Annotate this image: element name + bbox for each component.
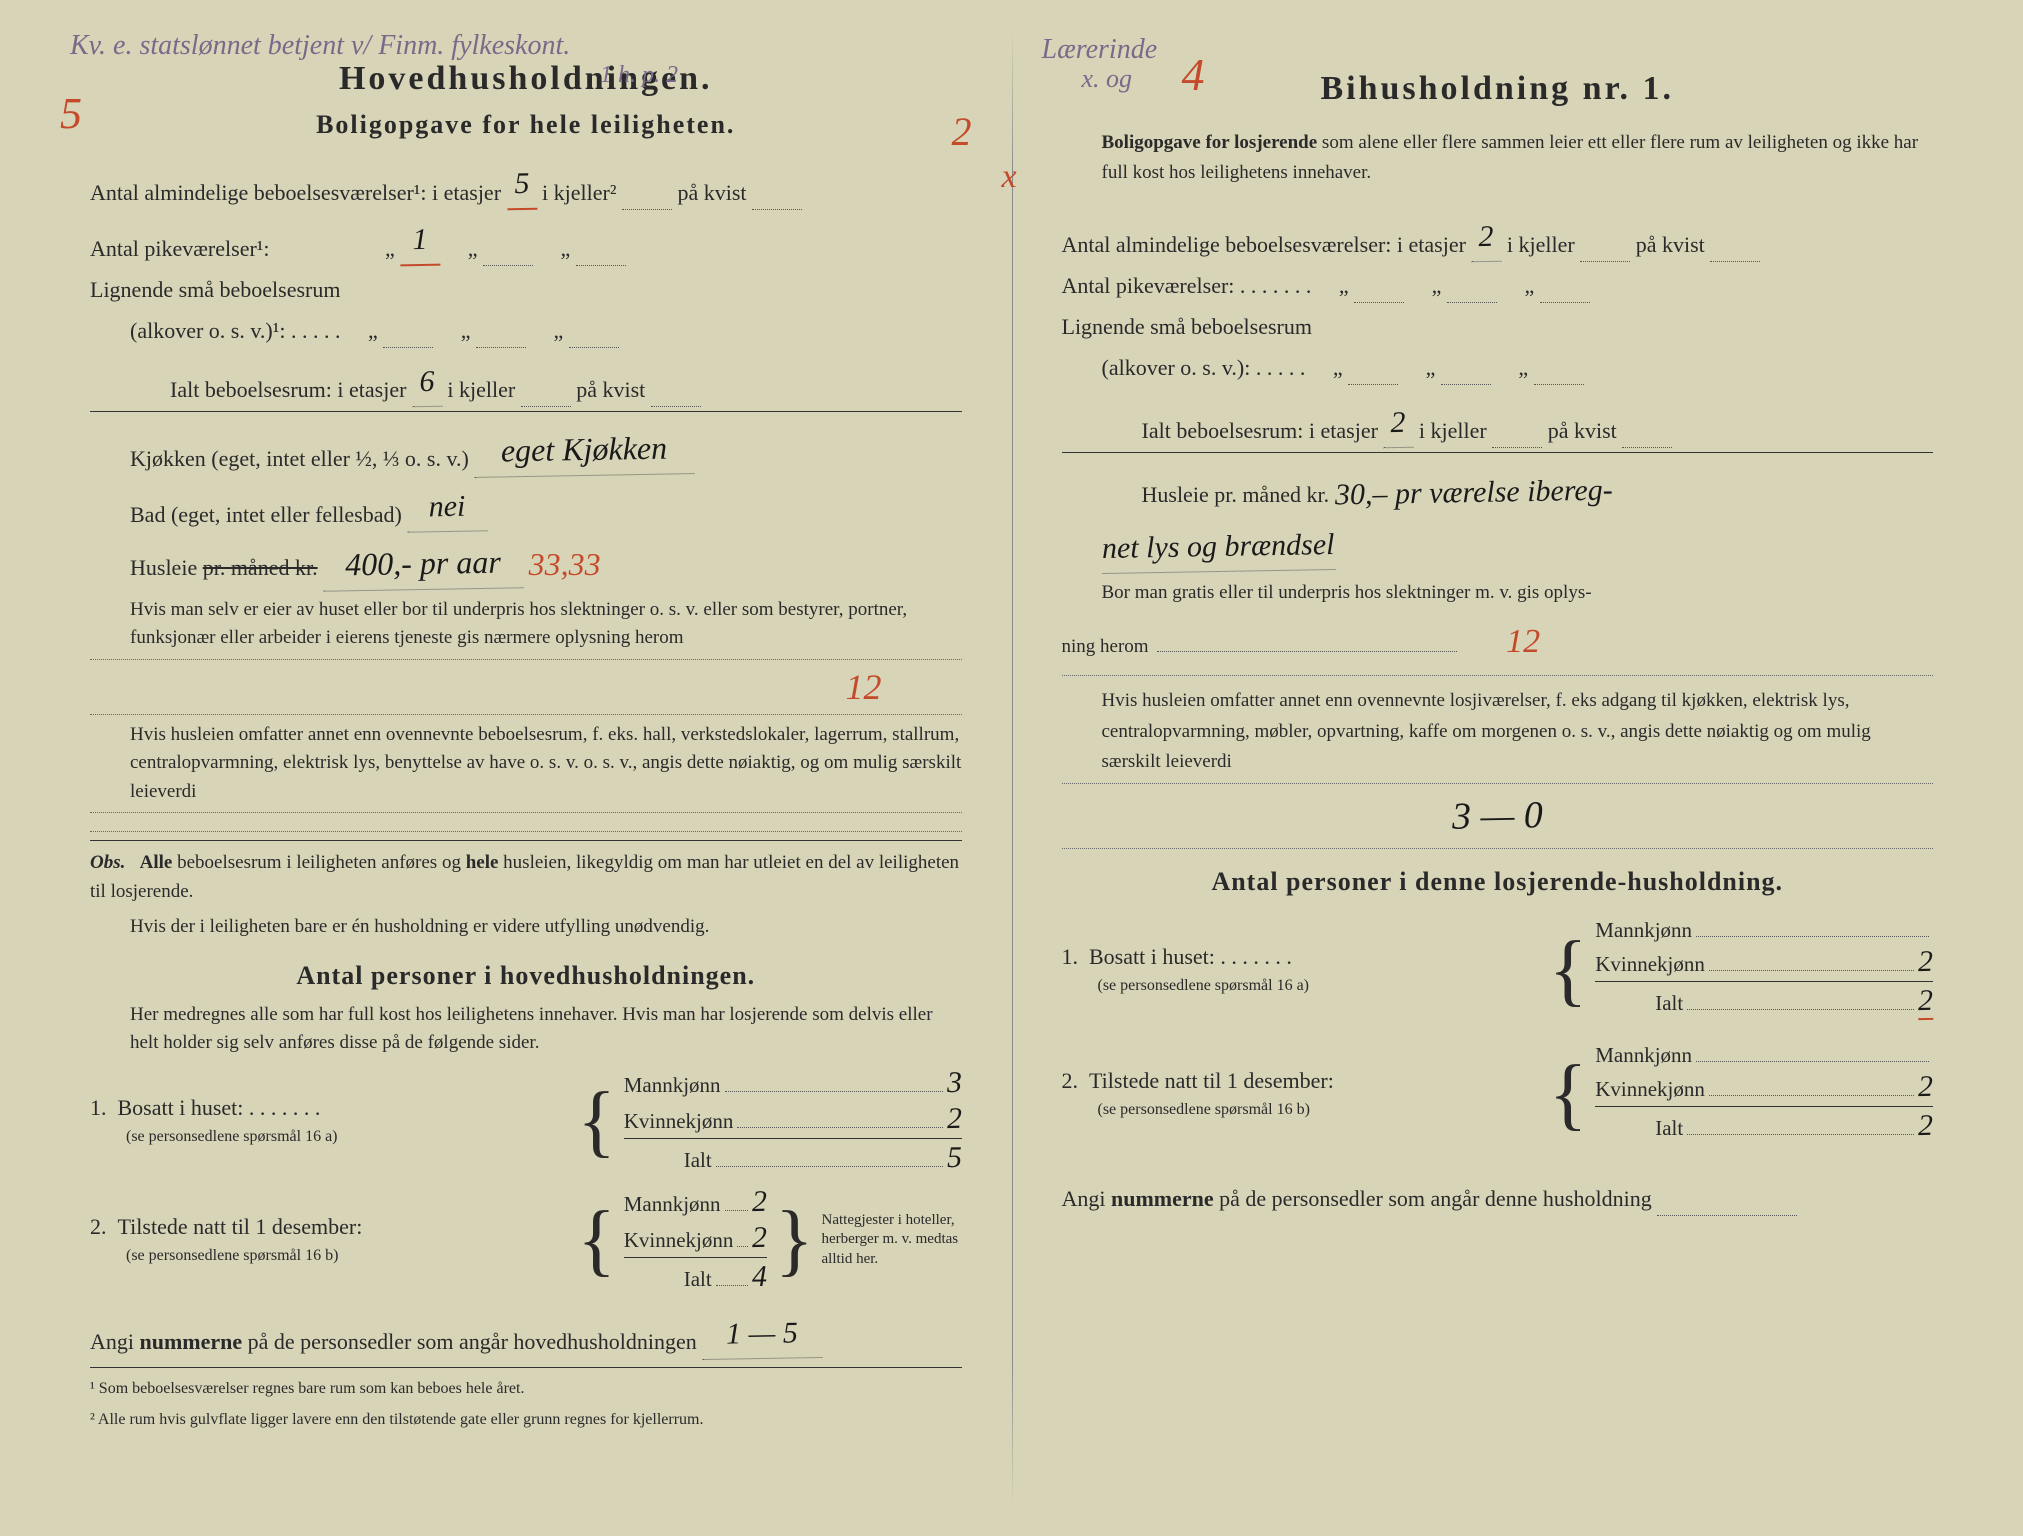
red-annotation-4: 4 — [1182, 48, 1205, 101]
line-small-rooms-a: Lignende små beboelsesrum — [90, 272, 962, 307]
red-12: 12 — [846, 666, 882, 708]
bottom-line-r: Angi nummerne på de personsedler som ang… — [1062, 1181, 1934, 1216]
para-rent-includes-r: Hvis husleien omfatter annet enn ovennev… — [1062, 686, 1934, 777]
line-rooms-floors: Antal almindelige beboelsesværelser¹: i … — [90, 160, 962, 210]
line-kitchen: Kjøkken (eget, intet eller ½, ⅓ o. s. v.… — [90, 424, 962, 476]
q1-group: 1. Bosatt i huset: . . . . . . . (se per… — [90, 1066, 962, 1177]
intro-r: Boligopgave for losjerende som alene ell… — [1062, 128, 1934, 189]
obs-block-2: Hvis der i leiligheten bare er én hushol… — [90, 912, 962, 942]
para-rent-includes: Hvis husleien omfatter annet enn ovennev… — [90, 721, 962, 807]
red-annotation-2: 2 — [952, 108, 972, 155]
bottom-line: Angi nummerne på de personsedler som ang… — [90, 1310, 962, 1359]
section-persons-title: Antal personer i hovedhusholdningen. — [90, 961, 962, 991]
line-maidrooms-r: Antal pikeværelser: . . . . . . . „ „ „ — [1062, 268, 1934, 303]
q2-group-r: 2. Tilstede natt til 1 desember: (se per… — [1062, 1042, 1934, 1145]
right-page: Lærerinde x. og 4 x Bihusholdning nr. 1.… — [1012, 40, 1994, 1496]
line-rent-r2: net lys og brændsel — [1062, 523, 1934, 572]
para-owner: Hvis man selv er eier av huset eller bor… — [90, 596, 962, 653]
line-rent: Husleie pr. måned kr. 400,- pr aar 33,33 — [90, 538, 962, 590]
line-small-rooms-b: (alkover o. s. v.)¹: . . . . . „ „ „ — [90, 313, 962, 348]
pencil-after-title: 1 h. p. 2 — [600, 62, 678, 89]
red-annotation-5: 5 — [60, 88, 82, 139]
line-small-a-r: Lignende små beboelsesrum — [1062, 309, 1934, 344]
para-free-r2: ning herom 12 — [1062, 615, 1934, 669]
para-free-r: Bor man gratis eller til underpris hos s… — [1062, 578, 1934, 608]
hw-3-0: 3 — 0 — [1451, 794, 1543, 840]
main-title: Hovedhusholdningen. — [90, 60, 962, 98]
side-note: Nattegjester i hoteller, herberger m. v.… — [822, 1211, 962, 1270]
q2-group: 2. Tilstede natt til 1 desember: (se per… — [90, 1185, 962, 1296]
section-persons-title-r: Antal personer i denne losjerende-hushol… — [1062, 867, 1934, 897]
section-persons-intro: Her medregnes alle som har full kost hos… — [90, 1001, 962, 1058]
line-rooms-r: Antal almindelige beboelsesværelser: i e… — [1062, 213, 1934, 262]
line-maidrooms: Antal pikeværelser¹: „ 1 „ „ — [90, 216, 962, 266]
pencil-annotation-top: Kv. e. statslønnet betjent v/ Finm. fylk… — [70, 30, 570, 62]
q1-group-r: 1. Bosatt i huset: . . . . . . . (se per… — [1062, 917, 1934, 1022]
red-annotation-x: x — [1002, 158, 1017, 196]
footnote-2: ² Alle rum hvis gulvflate ligger lavere … — [90, 1407, 962, 1433]
left-page: Kv. e. statslønnet betjent v/ Finm. fylk… — [30, 40, 1012, 1496]
line-rent-r: Husleie pr. måned kr. 30,– pr værelse ib… — [1062, 469, 1934, 517]
line-total-r: Ialt beboelsesrum: i etasjer 2 i kjeller… — [1062, 399, 1934, 453]
line-small-b-r: (alkover o. s. v.): . . . . . „ „ „ — [1062, 350, 1934, 385]
pencil-annotation-top-r: Lærerinde — [1042, 34, 1158, 66]
line-total-rooms: Ialt beboelsesrum: i etasjer 6 i kjeller… — [90, 358, 962, 412]
obs-block: Obs. Alle beboelsesrum i leiligheten anf… — [90, 849, 962, 906]
sub-title: Boligopgave for hele leiligheten. — [90, 110, 962, 140]
line-bath: Bad (eget, intet eller fellesbad) nei — [90, 483, 962, 532]
footnote-1: ¹ Som beboelsesværelser regnes bare rum … — [90, 1376, 962, 1402]
pencil-annotation-top2-r: x. og — [1082, 64, 1133, 94]
